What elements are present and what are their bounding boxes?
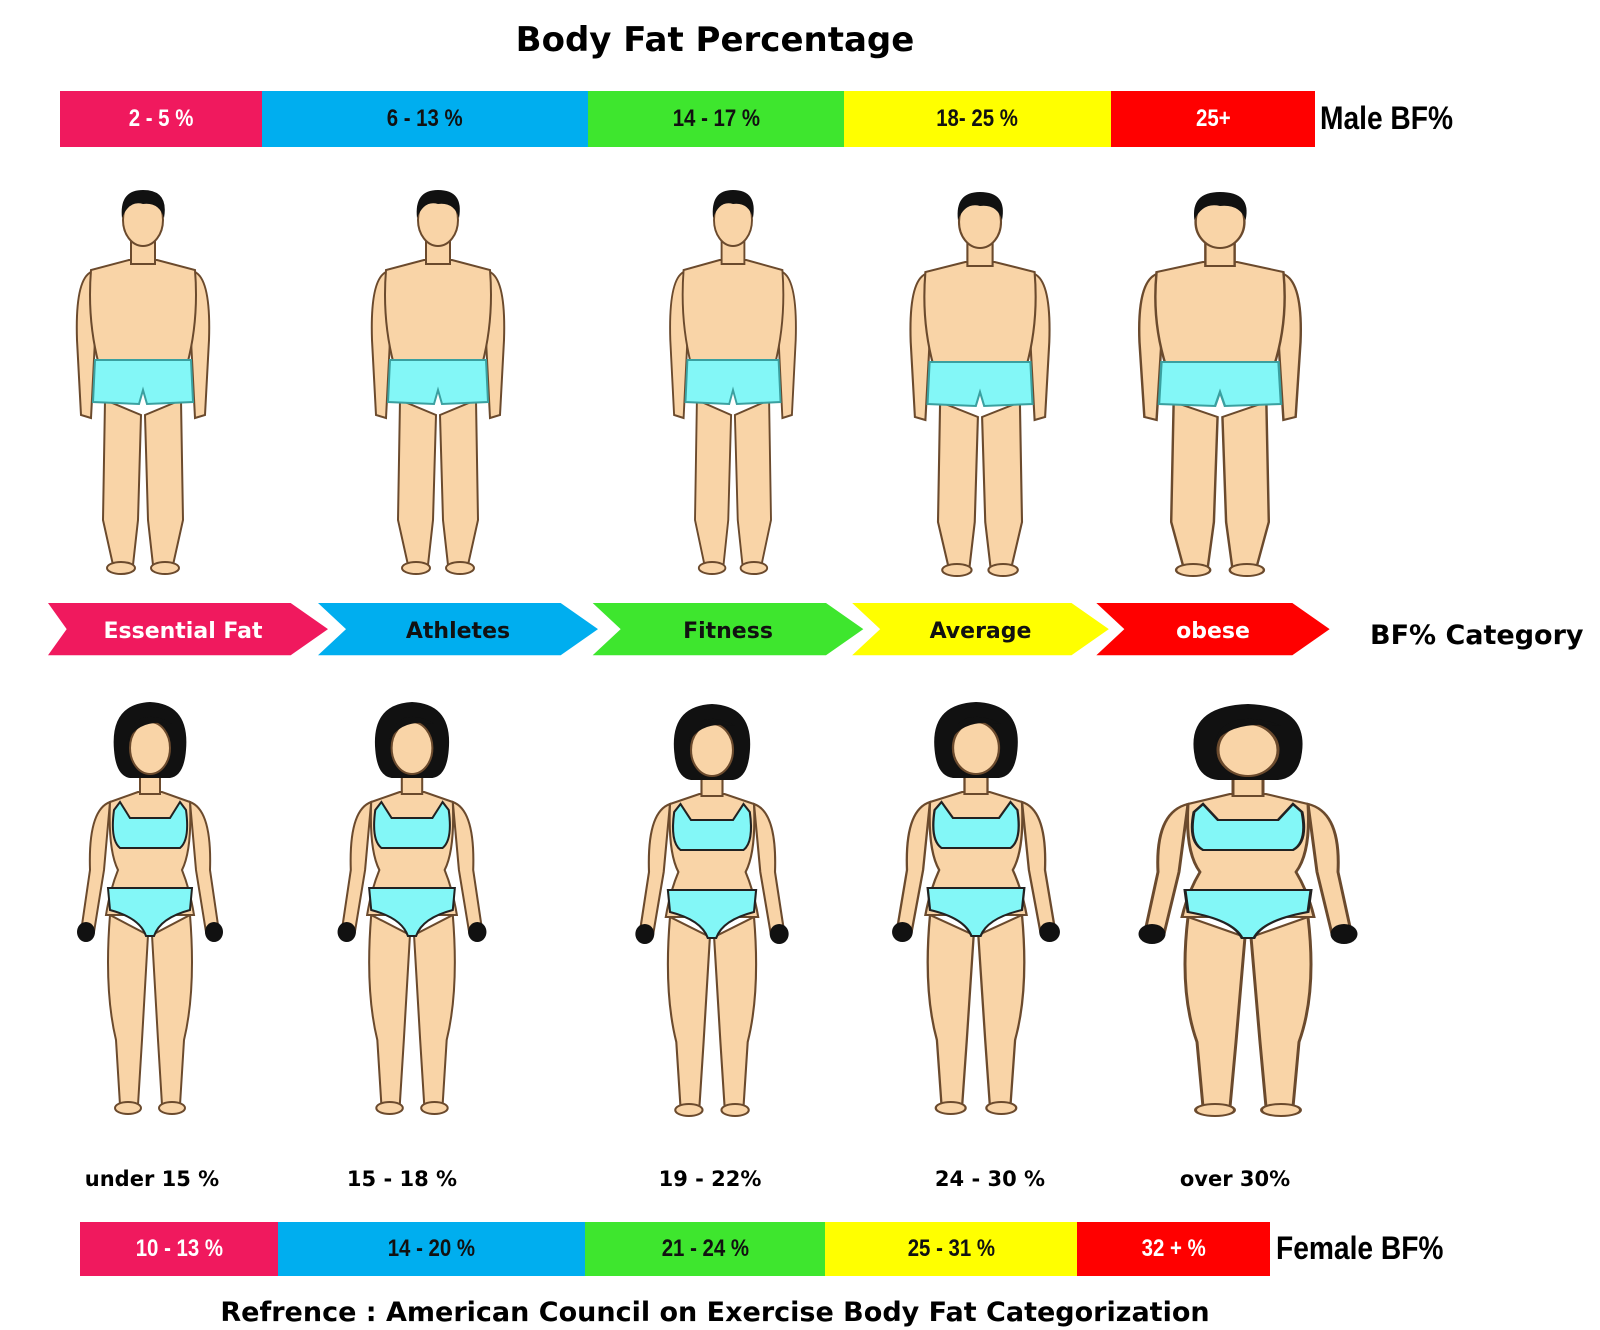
male-range-athletes: 6 - 13 % <box>387 105 463 132</box>
male-figure-obese <box>1137 190 1303 578</box>
male-range-fitness: 14 - 17 % <box>672 105 760 132</box>
female-figure-average <box>890 700 1062 1116</box>
male-figure-fitness <box>669 189 797 575</box>
male-figure-athletes <box>370 189 506 575</box>
reference-note: Refrence : American Council on Exercise … <box>220 1297 1210 1328</box>
category-label-obese: obese <box>1176 618 1250 644</box>
female-descriptor-athletes: 15 - 18 % <box>346 1167 458 1191</box>
male-bar-segment-obese: 25+ <box>1111 91 1315 147</box>
male-bar-segment-average: 18- 25 % <box>844 91 1111 147</box>
female-range-average: 25 - 31 % <box>907 1235 995 1262</box>
female-bf-bar: 10 - 13 % 14 - 20 % 21 - 24 % 25 - 31 % … <box>80 1222 1270 1276</box>
category-label-athletes: Athletes <box>405 618 511 644</box>
category-chevron-average <box>852 603 1109 656</box>
female-range-athletes: 14 - 20 % <box>387 1235 476 1262</box>
female-figure-essential <box>76 701 224 1115</box>
female-bar-segment-athletes: 14 - 20 % <box>278 1222 585 1276</box>
bf-category-label: BF% Category <box>1370 620 1584 651</box>
female-descriptor-fitness: 19 - 22% <box>658 1167 762 1191</box>
category-chevron-fitness <box>592 603 864 656</box>
category-chevron-obese <box>1096 603 1330 656</box>
female-figures <box>76 700 1359 1118</box>
male-bar-segment-athletes: 6 - 13 % <box>262 91 588 147</box>
male-range-essential: 2 - 5 % <box>128 105 194 132</box>
category-label-fitness: Fitness <box>683 618 773 644</box>
female-descriptor-obese: over 30% <box>1179 1167 1291 1191</box>
female-figure-fitness <box>634 702 790 1118</box>
female-bar-segment-obese: 32 + % <box>1077 1222 1270 1276</box>
male-bar-segment-essential: 2 - 5 % <box>60 91 262 147</box>
category-chevron-athletes <box>318 603 598 656</box>
female-descriptor-essential: under 15 % <box>84 1167 220 1191</box>
female-bar-segment-fitness: 21 - 24 % <box>585 1222 825 1276</box>
male-bf-label: Male BF% <box>1320 100 1454 136</box>
male-bar-segment-fitness: 14 - 17 % <box>588 91 844 147</box>
male-figures <box>75 189 1303 578</box>
male-range-obese: 25+ <box>1195 105 1231 132</box>
female-bf-label: Female BF% <box>1276 1230 1444 1266</box>
female-figure-obese <box>1137 702 1359 1118</box>
female-range-fitness: 21 - 24 % <box>661 1235 749 1262</box>
male-figure-essential <box>75 189 211 575</box>
female-range-obese: 32 + % <box>1141 1235 1206 1262</box>
male-bf-bar: 2 - 5 % 6 - 13 % 14 - 17 % 18- 25 % 25+ <box>60 91 1315 147</box>
category-chevron-essential <box>48 603 328 656</box>
male-figure-average <box>909 190 1051 578</box>
female-descriptor-average: 24 - 30 % <box>934 1167 1046 1191</box>
category-label-essential: Essential Fat <box>103 618 263 644</box>
page-title: Body Fat Percentage <box>515 20 915 60</box>
female-bar-segment-essential: 10 - 13 % <box>80 1222 278 1276</box>
female-figure-athletes <box>336 700 488 1116</box>
female-range-essential: 10 - 13 % <box>135 1235 223 1262</box>
bf-category-row: Essential Fat Athletes Fitness Average o… <box>38 603 1338 659</box>
female-bar-segment-average: 25 - 31 % <box>825 1222 1077 1276</box>
category-label-average: Average <box>929 618 1032 644</box>
male-range-average: 18- 25 % <box>936 105 1019 132</box>
